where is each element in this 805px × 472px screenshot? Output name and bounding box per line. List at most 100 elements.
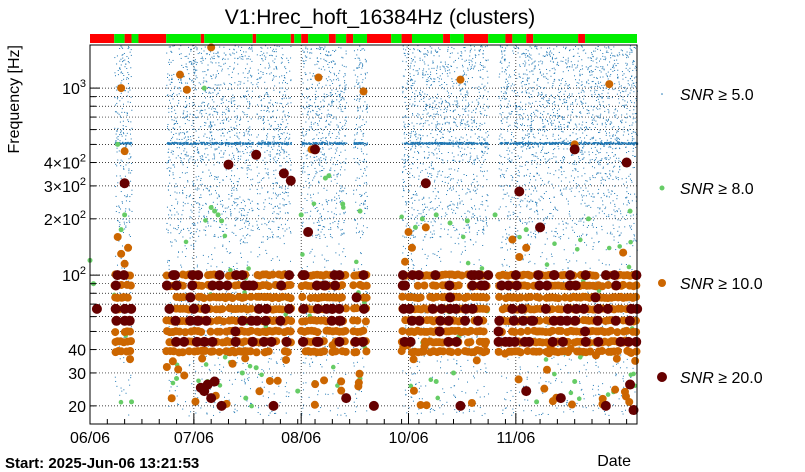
point-snr5 (278, 130, 280, 132)
point-snr5 (340, 90, 342, 92)
point-snr5 (264, 105, 266, 107)
point-snr5 (618, 160, 620, 162)
point-snr5 (286, 391, 288, 393)
point-snr5 (275, 169, 277, 171)
point-snr5 (437, 251, 439, 253)
point-snr5 (417, 49, 419, 51)
point-snr5 (219, 364, 221, 366)
point-snr5 (177, 218, 179, 220)
point-snr5 (215, 176, 217, 178)
point-snr5 (302, 82, 304, 84)
point-snr5 (478, 135, 480, 137)
point-snr5 (246, 314, 248, 316)
point-snr5 (125, 164, 127, 166)
point-snr5 (203, 215, 205, 217)
point-snr5 (409, 140, 411, 142)
point-snr5 (326, 116, 328, 118)
point-snr5 (439, 256, 441, 258)
point-snr5 (457, 202, 459, 204)
point-snr5 (481, 195, 483, 197)
point-snr5 (196, 149, 198, 151)
point-snr5 (240, 219, 242, 221)
point-snr5 (410, 133, 412, 135)
point-snr5 (357, 83, 359, 85)
point-snr5 (364, 193, 366, 195)
point-snr5 (326, 60, 328, 62)
point-snr5 (258, 374, 260, 376)
point-snr5 (419, 186, 421, 188)
point-snr5 (256, 160, 258, 162)
point-snr5 (215, 74, 217, 76)
point-snr5 (412, 79, 414, 81)
point-snr5 (321, 204, 323, 206)
point-snr5 (194, 336, 196, 338)
point-snr5 (444, 118, 446, 120)
point-snr5 (581, 81, 583, 83)
point-snr5 (422, 77, 424, 79)
point-snr5 (115, 186, 117, 188)
point-snr5 (169, 209, 171, 211)
point-snr5 (247, 90, 249, 92)
point-snr5 (455, 191, 457, 193)
point-snr5 (572, 108, 574, 110)
point-snr5 (310, 48, 312, 50)
point-snr5 (417, 73, 419, 75)
point-snr5 (117, 70, 119, 72)
point-snr5 (338, 301, 340, 303)
point-snr5 (450, 179, 452, 181)
point-snr5 (209, 132, 211, 134)
point-snr5 (420, 129, 422, 131)
point-snr5 (222, 179, 224, 181)
point-snr5 (452, 140, 454, 142)
point-snr5 (235, 145, 237, 147)
point-snr5 (408, 190, 410, 192)
point-snr5 (557, 110, 559, 112)
point-snr5 (275, 197, 277, 199)
point-snr5 (405, 49, 407, 51)
point-snr5 (120, 133, 122, 135)
point-snr5 (242, 167, 244, 169)
point-snr5 (127, 162, 129, 164)
point-snr5 (484, 66, 486, 68)
point-snr5 (487, 82, 489, 84)
point-snr5 (527, 125, 529, 127)
point-snr5 (356, 177, 358, 179)
point-snr5 (177, 256, 179, 258)
point-snr5 (184, 172, 186, 174)
point-snr5 (323, 168, 325, 170)
point-snr5 (478, 91, 480, 93)
point-snr5 (579, 151, 581, 153)
point-snr5 (301, 396, 303, 398)
point-snr5 (418, 398, 420, 400)
point-snr5 (467, 94, 469, 96)
point-snr5 (226, 119, 228, 121)
point-snr5 (425, 385, 427, 387)
point-snr5 (413, 127, 415, 129)
point-snr5 (339, 213, 341, 215)
point-snr5 (428, 209, 430, 211)
point-snr5 (280, 224, 282, 226)
point-snr5 (274, 58, 276, 60)
point-snr5 (456, 67, 458, 69)
point-snr5 (267, 145, 269, 147)
point-snr5 (181, 214, 183, 216)
point-snr5 (193, 233, 195, 235)
point-snr5 (184, 123, 186, 125)
point-snr5 (542, 134, 544, 136)
point-snr5 (327, 63, 329, 65)
point-snr5 (286, 72, 288, 74)
point-snr5 (424, 312, 426, 314)
point-snr5 (444, 181, 446, 183)
point-snr5 (235, 219, 237, 221)
point-snr5 (432, 62, 434, 64)
point-snr5 (477, 389, 479, 391)
segment-off-22 (443, 34, 451, 43)
point-snr5 (247, 198, 249, 200)
point-snr5 (431, 376, 433, 378)
point-snr5 (230, 211, 232, 213)
point-snr5 (438, 81, 440, 83)
point-snr5 (463, 141, 465, 143)
point-snr5 (596, 231, 598, 233)
point-snr5 (469, 190, 471, 192)
